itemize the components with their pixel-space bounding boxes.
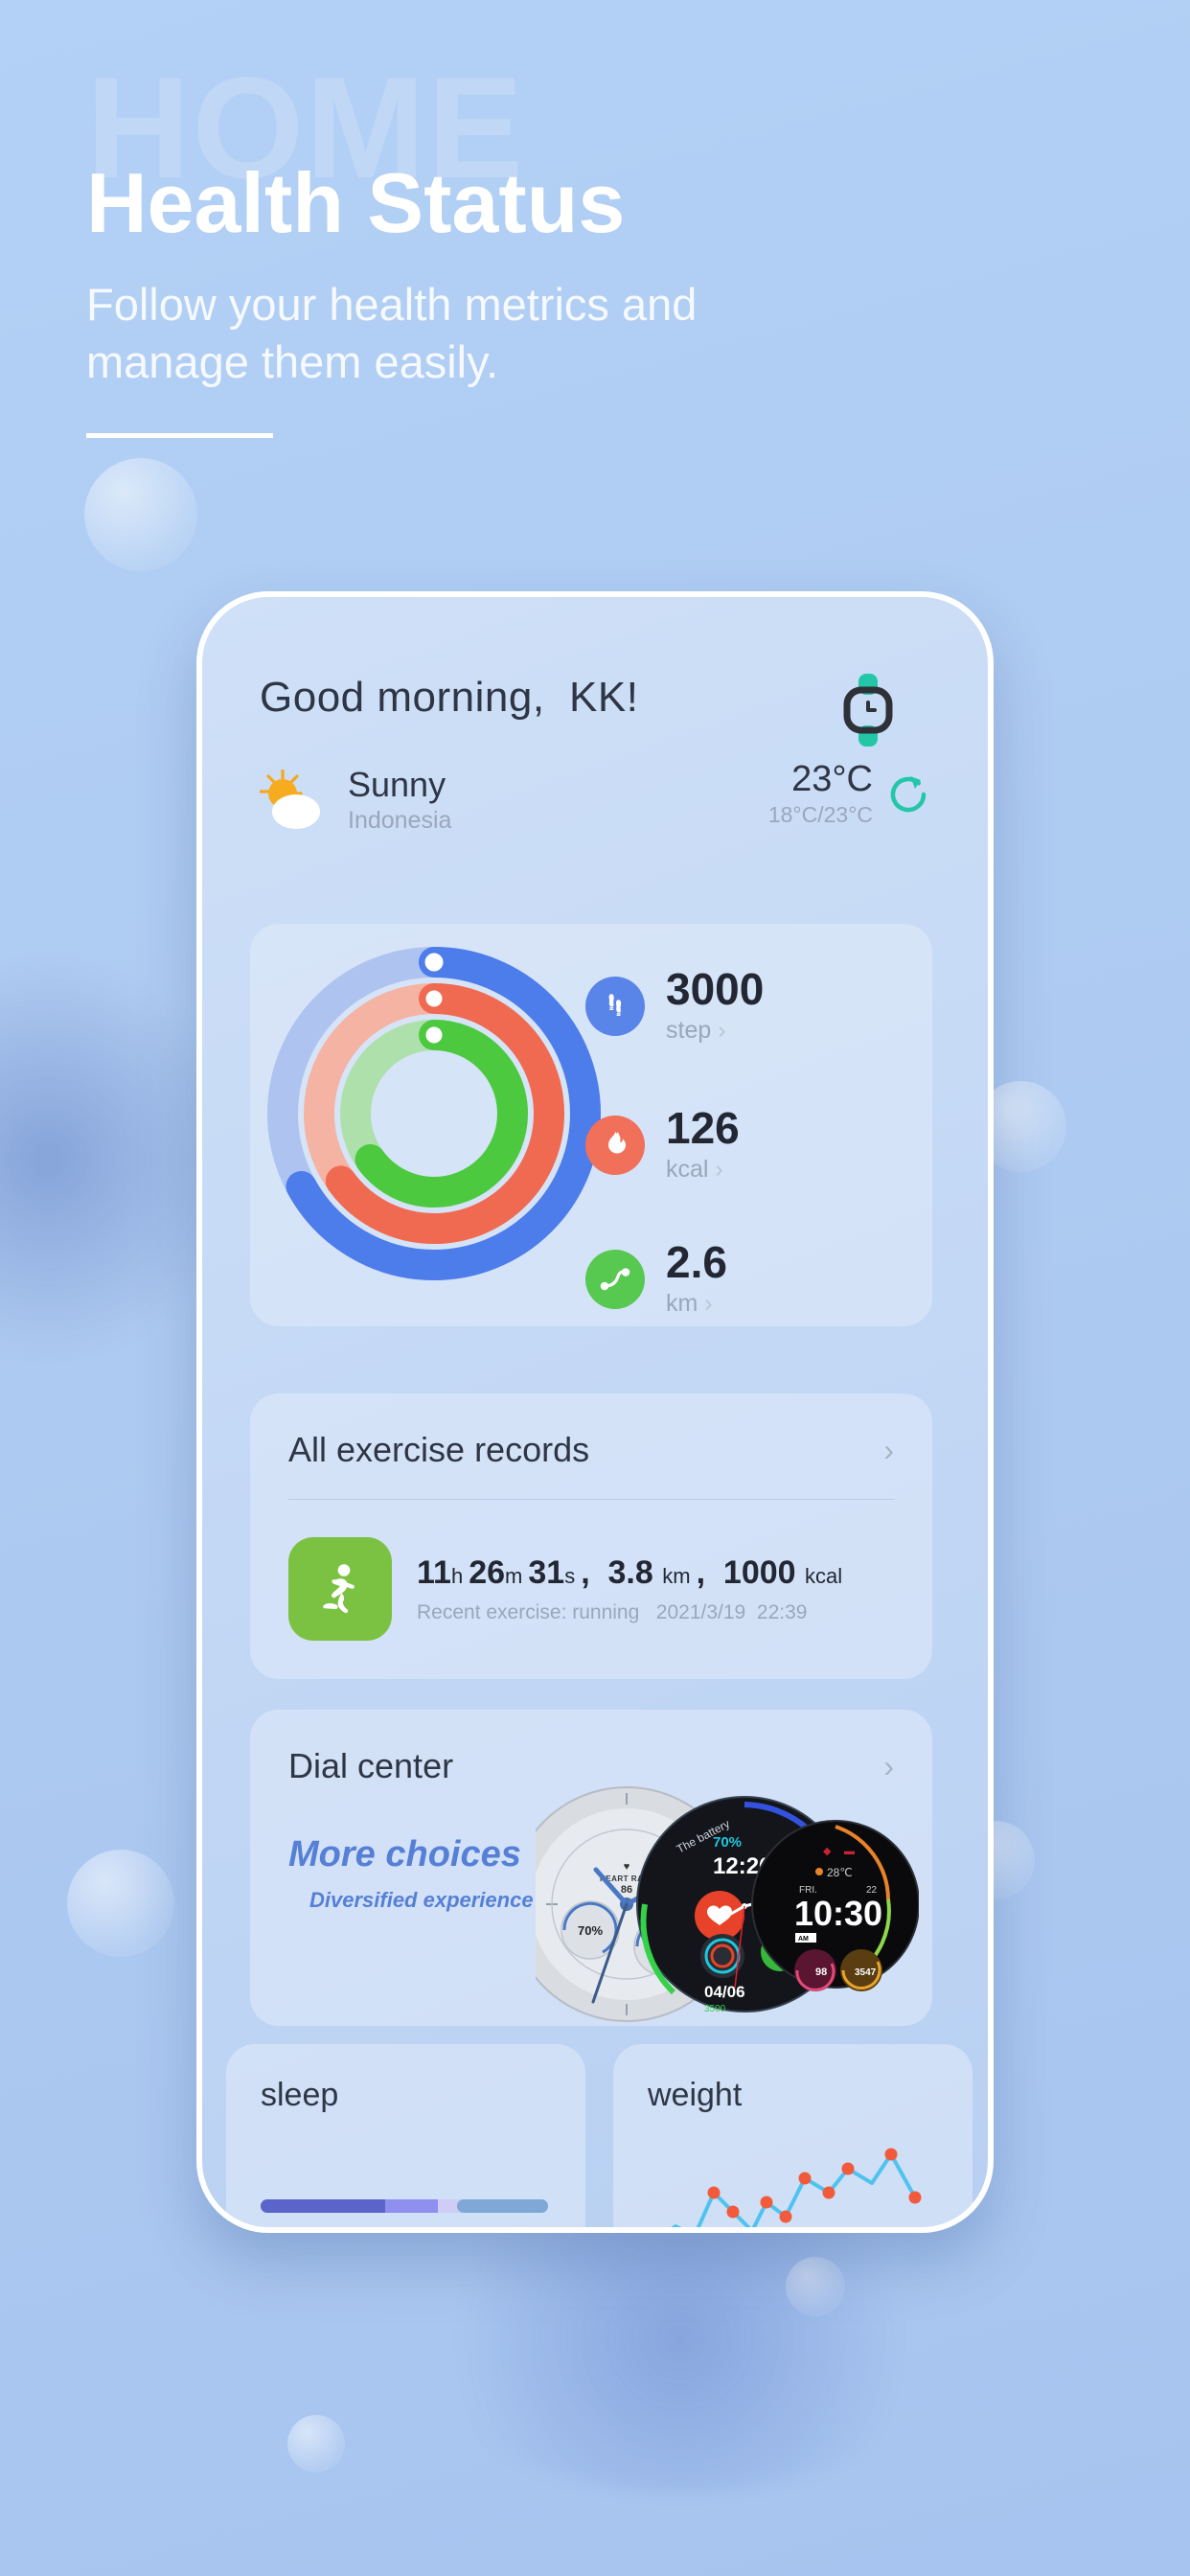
svg-text:◆: ◆ xyxy=(823,1846,832,1857)
svg-text:3500: 3500 xyxy=(704,2004,726,2014)
svg-text:70%: 70% xyxy=(713,1834,742,1851)
svg-text:♥: ♥ xyxy=(624,1861,630,1873)
svg-text:3547: 3547 xyxy=(855,1967,877,1978)
svg-text:98: 98 xyxy=(815,1966,827,1978)
svg-text:▬: ▬ xyxy=(844,1846,855,1857)
svg-text:10:30: 10:30 xyxy=(794,1894,882,1933)
svg-text:28℃: 28℃ xyxy=(827,1866,853,1879)
svg-text:86: 86 xyxy=(621,1884,632,1896)
svg-text:04/06: 04/06 xyxy=(704,1983,745,2001)
svg-text:AM: AM xyxy=(798,1936,809,1943)
svg-text:70%: 70% xyxy=(578,1923,603,1938)
